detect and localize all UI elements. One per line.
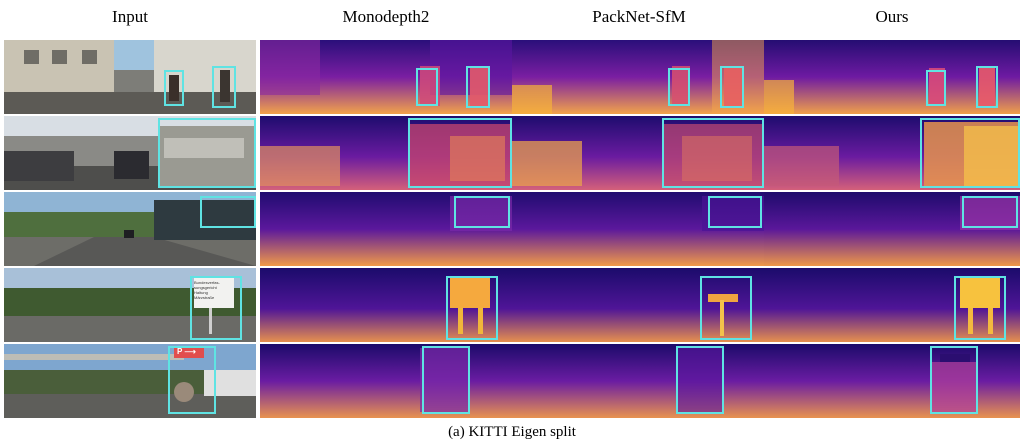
depth-map-packnet-row1 <box>512 40 764 114</box>
column-header-input: Input <box>112 7 148 26</box>
depth-map-ours-row1 <box>764 40 1020 114</box>
input-image-row1 <box>4 40 256 114</box>
highlight-box <box>416 68 438 106</box>
depth-map-monodepth2-row2 <box>260 116 512 190</box>
highlight-box <box>168 346 216 414</box>
highlight-box <box>708 196 762 228</box>
column-header-ours: Ours <box>875 7 909 26</box>
input-image-row5: P ⟶ <box>4 344 256 418</box>
input-image-row4: Bundesverfas- sungsgericht Haltung Märzs… <box>4 268 256 342</box>
highlight-box <box>164 70 184 106</box>
depth-map-monodepth2-row4 <box>260 268 512 342</box>
highlight-box <box>190 276 242 340</box>
highlight-box <box>700 276 752 340</box>
depth-map-packnet-row4 <box>512 268 764 342</box>
depth-map-ours-row2 <box>764 116 1020 190</box>
depth-map-packnet-row5 <box>512 344 764 418</box>
depth-map-monodepth2-row1 <box>260 40 512 114</box>
figure-caption: (a) KITTI Eigen split <box>448 424 576 440</box>
highlight-box <box>158 118 256 188</box>
highlight-box <box>926 70 946 106</box>
highlight-box <box>212 66 236 108</box>
column-header-monodepth2: Monodepth2 <box>342 7 430 26</box>
depth-map-packnet-row3 <box>512 192 764 266</box>
figure-grid: Bundesverfas- sungsgericht Haltung Märzs… <box>4 40 1020 420</box>
highlight-box <box>676 346 724 414</box>
highlight-box <box>920 118 1020 188</box>
sign-text: Bundesverfas- sungsgericht Haltung Märzs… <box>194 280 220 300</box>
highlight-box <box>962 196 1018 228</box>
sign-text: P ⟶ <box>177 347 196 356</box>
input-image-row3 <box>4 192 256 266</box>
highlight-box <box>668 68 690 106</box>
depth-map-monodepth2-row5 <box>260 344 512 418</box>
highlight-box <box>662 118 764 188</box>
column-header-packnet-sfm: PackNet-SfM <box>592 7 686 26</box>
input-image-row2 <box>4 116 256 190</box>
highlight-box <box>954 276 1006 340</box>
highlight-box <box>720 66 744 108</box>
depth-map-ours-row5 <box>764 344 1020 418</box>
highlight-box <box>200 196 256 228</box>
depth-map-packnet-row2 <box>512 116 764 190</box>
highlight-box <box>930 346 978 414</box>
depth-map-ours-row3 <box>764 192 1020 266</box>
highlight-box <box>446 276 498 340</box>
highlight-box <box>422 346 470 414</box>
depth-map-ours-row4 <box>764 268 1020 342</box>
depth-map-monodepth2-row3 <box>260 192 512 266</box>
highlight-box <box>408 118 512 188</box>
highlight-box <box>466 66 490 108</box>
highlight-box <box>976 66 998 108</box>
highlight-box <box>454 196 510 228</box>
